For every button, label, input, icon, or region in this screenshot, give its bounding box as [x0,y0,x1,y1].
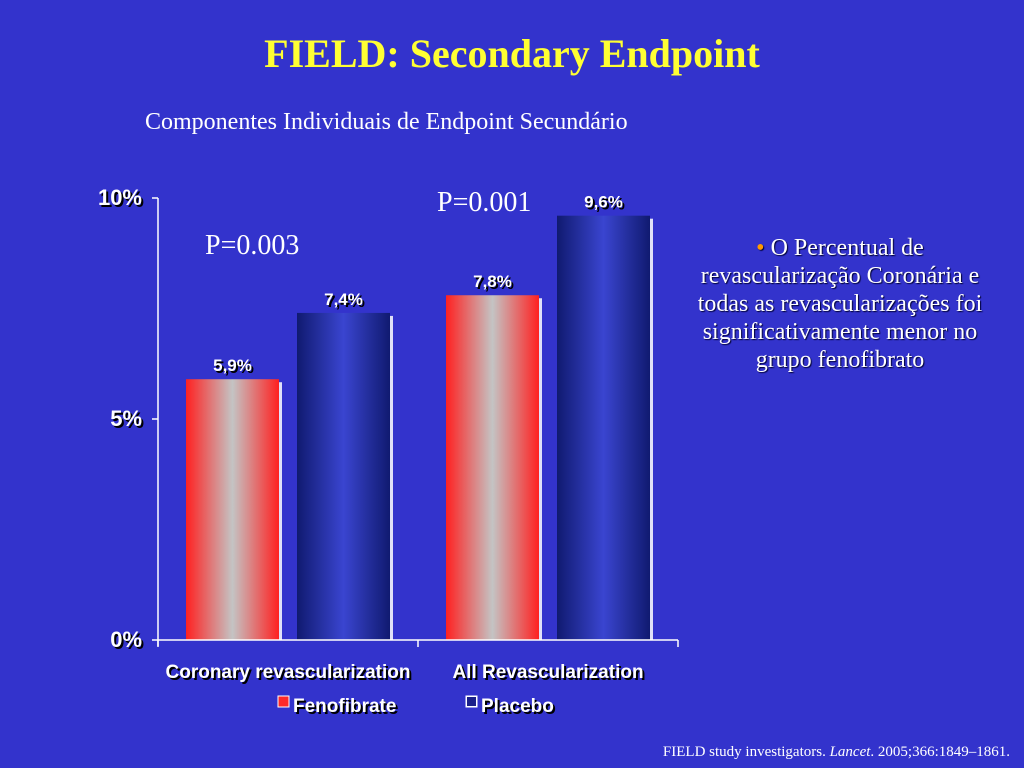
slide-subtitle: Componentes Individuais de Endpoint Secu… [145,109,628,135]
slide-title: FIELD: Secondary Endpoint [264,31,760,76]
y-tick-label-shadow: 0% [112,629,144,654]
y-tick-label: 0% [110,627,142,652]
x-category-label: All Revascularization [452,662,643,683]
citation-journal: Lancet [829,744,871,760]
bar-fenofibrate-1 [446,295,539,640]
bullet-marker: • [756,235,765,261]
y-tick-label-shadow: 10% [100,187,144,212]
bar-value-label: 7,4% [324,290,363,309]
legend-label-shadow: Fenofibrate [295,698,398,719]
bar-placebo-0 [297,312,390,640]
labels-layer: 5,9%5,9%7,4%7,4%Coronary revascularizati… [166,193,646,685]
x-category-label-shadow: Coronary revascularization [168,664,413,685]
bar-value-label-shadow: 7,8% [475,274,514,293]
bullet-text: O Percentual de revascularização Coronár… [697,235,983,373]
legend-swatch-fill [467,697,476,706]
legend-swatch-fenofibrate [277,695,290,708]
legend-label-fenofibrate: Fenofibrate [293,696,396,717]
citation-details: . 2005;366:1849–1861. [870,744,1010,760]
bar-edge [539,298,542,640]
legend-label-shadow: Placebo [483,698,556,719]
bar-value-label: 9,6% [584,193,623,212]
bar-placebo-1 [557,215,650,640]
bar-edge [279,382,282,640]
y-tick-label: 5% [110,406,142,431]
bar-fenofibrate-0 [186,379,279,640]
bar-value-label-shadow: 5,9% [215,358,254,377]
bar-value-label-shadow: 9,6% [586,195,625,214]
bullet-text-box: • O Percentual de revascularização Coron… [690,234,990,374]
x-category-label: Coronary revascularization [166,662,411,683]
x-category-label-shadow: All Revascularization [454,664,645,685]
bar-value-label: 5,9% [213,356,252,375]
bars-layer [186,215,653,640]
p-value-all: P=0.001 [437,187,532,218]
axis-layer: 0%0%5%5%10%10% [98,185,679,654]
p-value-coronary: P=0.003 [205,230,300,261]
citation-authors: FIELD study investigators. [662,744,826,760]
bar-value-label-shadow: 7,4% [326,292,365,311]
bar-value-label: 7,8% [473,272,512,291]
y-tick-label: 10% [98,185,142,210]
bar-edge [390,315,393,640]
citation-footer: FIELD study investigators. Lancet. 2005;… [663,744,1010,761]
bar-edge [650,218,653,640]
y-tick-label-shadow: 5% [112,408,144,433]
legend-label-placebo: Placebo [481,696,554,717]
